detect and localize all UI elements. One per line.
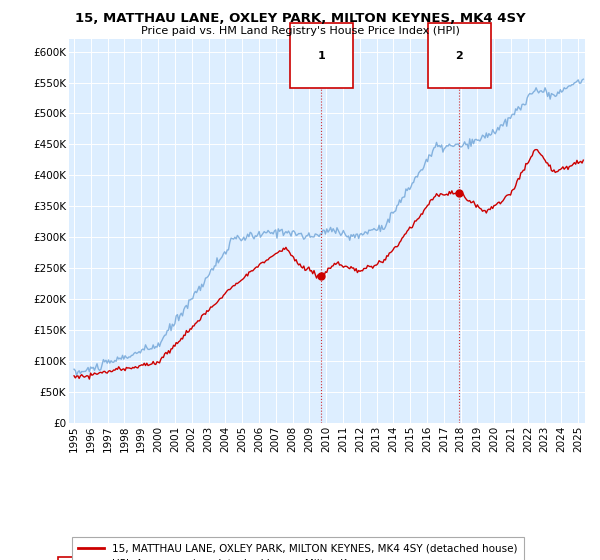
Text: 1: 1 [317, 51, 325, 60]
Text: Price paid vs. HM Land Registry's House Price Index (HPI): Price paid vs. HM Land Registry's House … [140, 26, 460, 36]
Legend: 15, MATTHAU LANE, OXLEY PARK, MILTON KEYNES, MK4 4SY (detached house), HPI: Aver: 15, MATTHAU LANE, OXLEY PARK, MILTON KEY… [71, 538, 524, 560]
Text: 2: 2 [455, 51, 463, 60]
Text: 15, MATTHAU LANE, OXLEY PARK, MILTON KEYNES, MK4 4SY: 15, MATTHAU LANE, OXLEY PARK, MILTON KEY… [74, 12, 526, 25]
